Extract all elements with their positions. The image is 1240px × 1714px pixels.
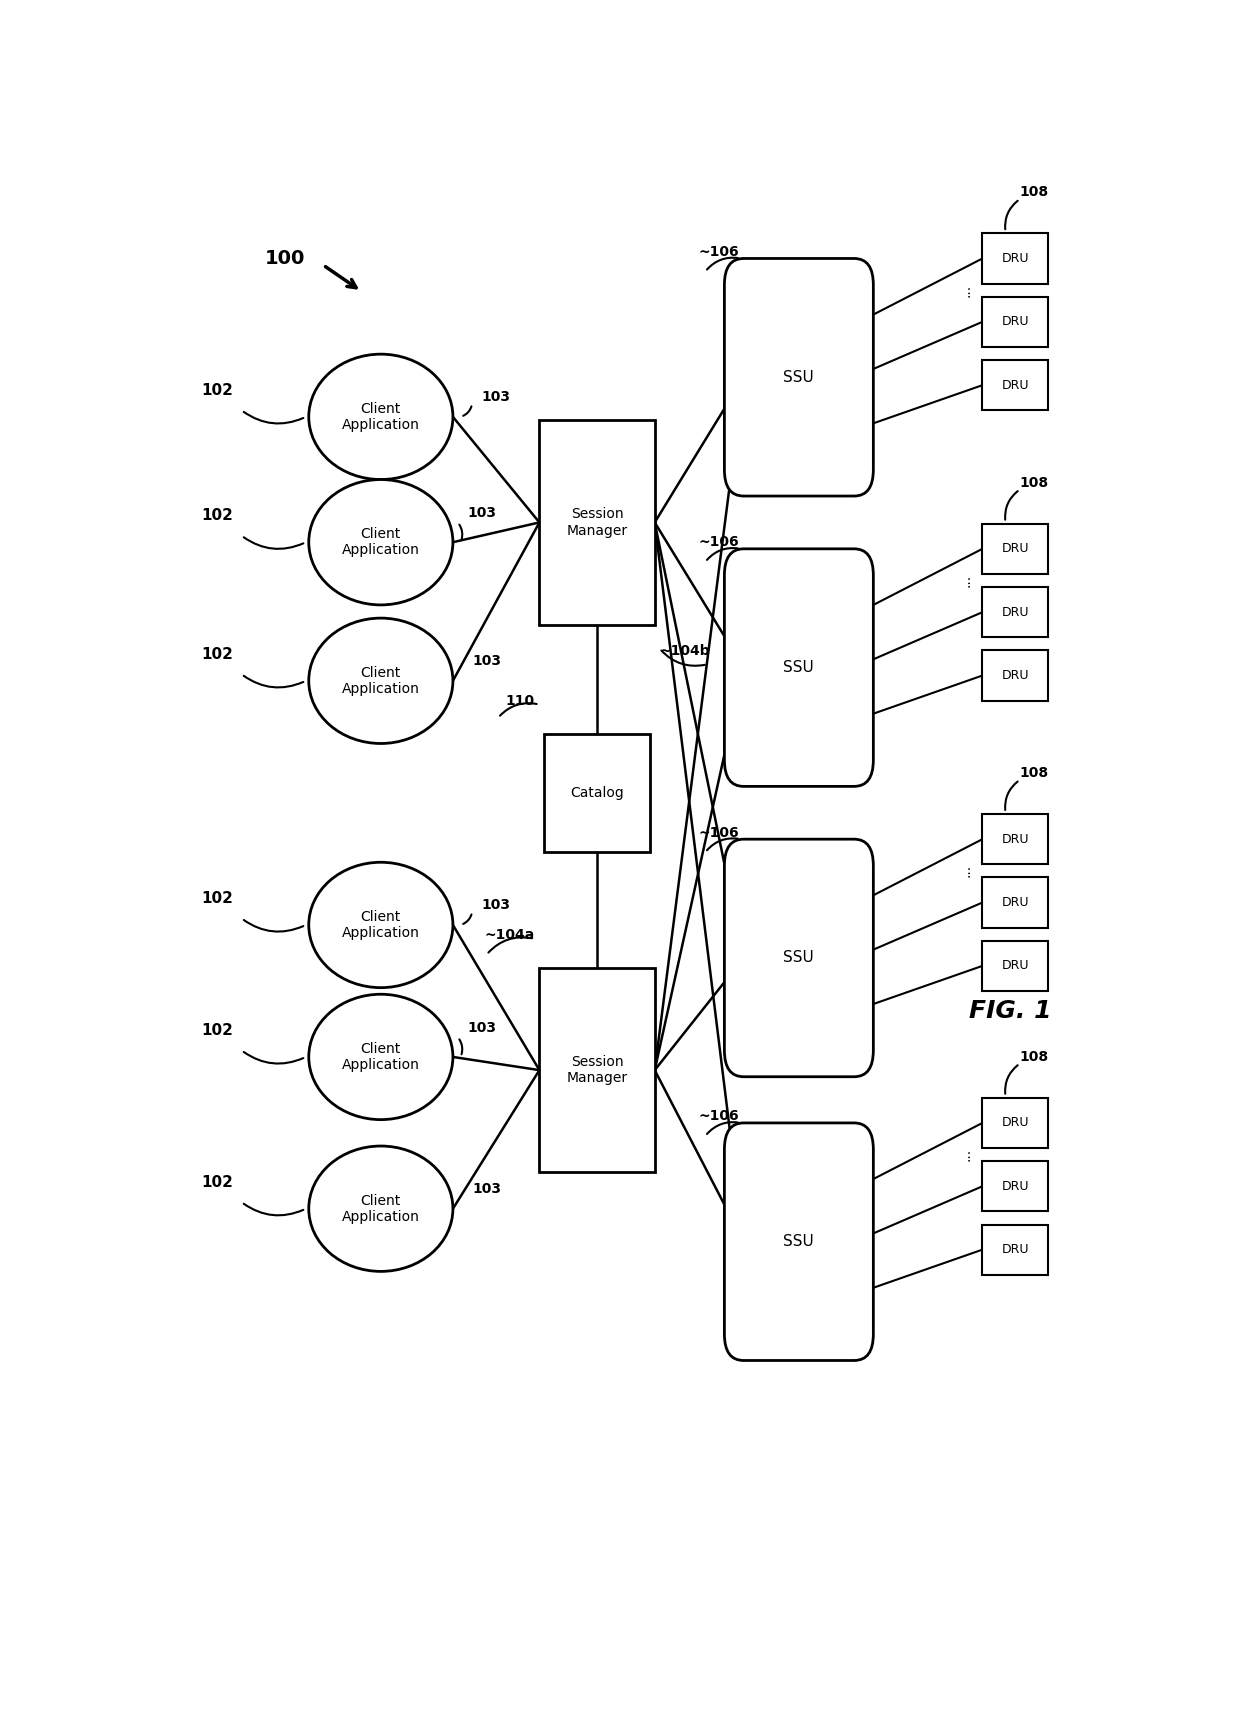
Text: Client
Application: Client Application bbox=[342, 401, 420, 432]
Text: ~106: ~106 bbox=[698, 826, 739, 840]
Text: ~106: ~106 bbox=[698, 1109, 739, 1123]
Text: 102: 102 bbox=[202, 509, 233, 523]
Text: DRU: DRU bbox=[1002, 542, 1029, 555]
Text: SSU: SSU bbox=[784, 1234, 815, 1250]
Text: DRU: DRU bbox=[1002, 1116, 1029, 1130]
Text: DRU: DRU bbox=[1002, 833, 1029, 845]
Ellipse shape bbox=[309, 480, 453, 605]
FancyBboxPatch shape bbox=[724, 840, 873, 1076]
Text: Session
Manager: Session Manager bbox=[567, 507, 627, 538]
Text: ~104b: ~104b bbox=[660, 644, 711, 658]
Bar bbox=[982, 233, 1048, 283]
Ellipse shape bbox=[309, 994, 453, 1119]
Text: ~106: ~106 bbox=[698, 245, 739, 259]
Bar bbox=[982, 1099, 1048, 1148]
Text: Client
Application: Client Application bbox=[342, 1193, 420, 1224]
Ellipse shape bbox=[309, 355, 453, 480]
FancyBboxPatch shape bbox=[724, 1123, 873, 1361]
Text: Client
Application: Client Application bbox=[342, 910, 420, 939]
Text: DRU: DRU bbox=[1002, 379, 1029, 393]
Text: DRU: DRU bbox=[1002, 1179, 1029, 1193]
Text: 102: 102 bbox=[202, 1174, 233, 1190]
Text: 102: 102 bbox=[202, 1023, 233, 1039]
Text: Session
Manager: Session Manager bbox=[567, 1056, 627, 1085]
Text: DRU: DRU bbox=[1002, 252, 1029, 266]
Ellipse shape bbox=[309, 619, 453, 744]
Text: ...: ... bbox=[959, 283, 972, 297]
Text: DRU: DRU bbox=[1002, 960, 1029, 972]
Text: Client
Application: Client Application bbox=[342, 665, 420, 696]
Text: 100: 100 bbox=[264, 249, 305, 267]
Bar bbox=[982, 1224, 1048, 1275]
Text: 102: 102 bbox=[202, 646, 233, 662]
Text: DRU: DRU bbox=[1002, 896, 1029, 908]
Bar bbox=[982, 878, 1048, 927]
Bar bbox=[982, 941, 1048, 991]
Text: 103: 103 bbox=[481, 898, 511, 912]
Text: ...: ... bbox=[959, 1148, 972, 1160]
Bar bbox=[982, 588, 1048, 638]
Text: ~106: ~106 bbox=[698, 535, 739, 548]
Text: ...: ... bbox=[959, 864, 972, 878]
Text: 108: 108 bbox=[1019, 476, 1049, 490]
FancyBboxPatch shape bbox=[724, 259, 873, 495]
Text: Catalog: Catalog bbox=[570, 787, 624, 800]
Text: DRU: DRU bbox=[1002, 315, 1029, 329]
Text: ~104a: ~104a bbox=[485, 927, 534, 943]
Text: 102: 102 bbox=[202, 382, 233, 398]
Ellipse shape bbox=[309, 1147, 453, 1272]
Text: 103: 103 bbox=[472, 655, 501, 668]
FancyBboxPatch shape bbox=[539, 968, 655, 1172]
Bar bbox=[982, 814, 1048, 864]
Text: 103: 103 bbox=[472, 1183, 501, 1196]
Ellipse shape bbox=[309, 862, 453, 987]
Text: DRU: DRU bbox=[1002, 1243, 1029, 1256]
Text: FIG. 1: FIG. 1 bbox=[968, 999, 1052, 1023]
Text: 103: 103 bbox=[481, 391, 511, 405]
Text: SSU: SSU bbox=[784, 660, 815, 675]
Text: Client
Application: Client Application bbox=[342, 528, 420, 557]
Bar bbox=[982, 524, 1048, 574]
Bar bbox=[982, 360, 1048, 410]
Bar bbox=[982, 1160, 1048, 1212]
Bar bbox=[982, 650, 1048, 701]
Text: ...: ... bbox=[959, 574, 972, 588]
Text: 110: 110 bbox=[506, 694, 534, 708]
Text: SSU: SSU bbox=[784, 370, 815, 384]
Text: DRU: DRU bbox=[1002, 668, 1029, 682]
Text: 108: 108 bbox=[1019, 185, 1049, 199]
FancyBboxPatch shape bbox=[539, 420, 655, 624]
Text: 103: 103 bbox=[467, 1022, 496, 1035]
Bar bbox=[982, 297, 1048, 346]
Text: DRU: DRU bbox=[1002, 605, 1029, 619]
FancyBboxPatch shape bbox=[544, 734, 650, 852]
Text: 102: 102 bbox=[202, 891, 233, 907]
Text: 108: 108 bbox=[1019, 766, 1049, 780]
FancyBboxPatch shape bbox=[724, 548, 873, 787]
Text: SSU: SSU bbox=[784, 951, 815, 965]
Text: 103: 103 bbox=[467, 506, 496, 519]
Text: Client
Application: Client Application bbox=[342, 1042, 420, 1071]
Text: 108: 108 bbox=[1019, 1051, 1049, 1064]
